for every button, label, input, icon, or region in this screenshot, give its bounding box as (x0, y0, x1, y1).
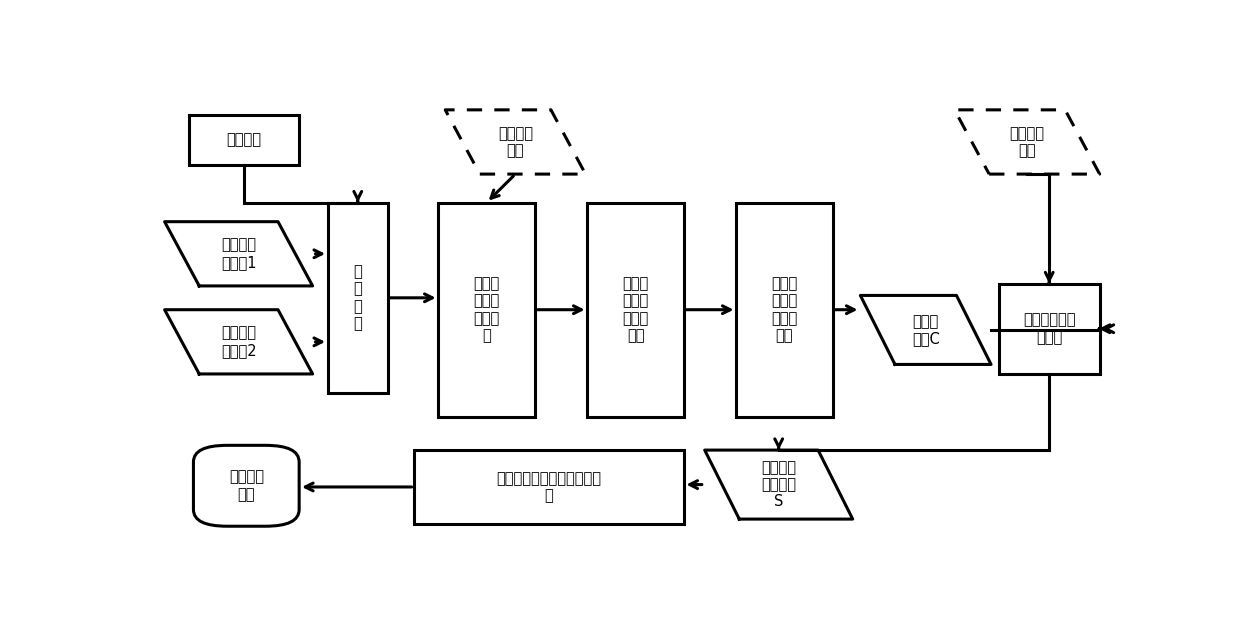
Text: 辐射校正
参数: 辐射校正 参数 (498, 126, 533, 158)
Bar (588, 203, 683, 417)
Bar (439, 203, 534, 417)
Text: 视差搜索
范围: 视差搜索 范围 (1009, 126, 1044, 158)
Bar (327, 203, 388, 393)
Text: 多光谱原
始图像1: 多光谱原 始图像1 (221, 237, 257, 270)
Text: 相机标定: 相机标定 (227, 132, 262, 147)
Bar (998, 284, 1100, 374)
Text: 局部特
征匹配
及代价
计算: 局部特 征匹配 及代价 计算 (771, 276, 797, 344)
Text: 视差空
间图C: 视差空 间图C (911, 314, 940, 346)
Bar (188, 114, 299, 164)
Bar (737, 203, 832, 417)
Text: 优化的视
差空间图
S: 优化的视 差空间图 S (761, 460, 796, 509)
Text: 极
线
校
正: 极 线 校 正 (353, 265, 362, 331)
Text: 辐射校
正及多
光谱复
原: 辐射校 正及多 光谱复 原 (474, 276, 500, 344)
Text: 半全局匹配代
价优化: 半全局匹配代 价优化 (1023, 313, 1075, 345)
Bar (414, 450, 683, 524)
Text: 多光谱原
始图像2: 多光谱原 始图像2 (221, 326, 257, 358)
Text: 最终的视
差图: 最终的视 差图 (229, 470, 264, 502)
Text: 交叉验证、空洞填充等后处
理: 交叉验证、空洞填充等后处 理 (496, 471, 601, 503)
Text: 光谱特
征及结
构特征
提取: 光谱特 征及结 构特征 提取 (622, 276, 649, 344)
